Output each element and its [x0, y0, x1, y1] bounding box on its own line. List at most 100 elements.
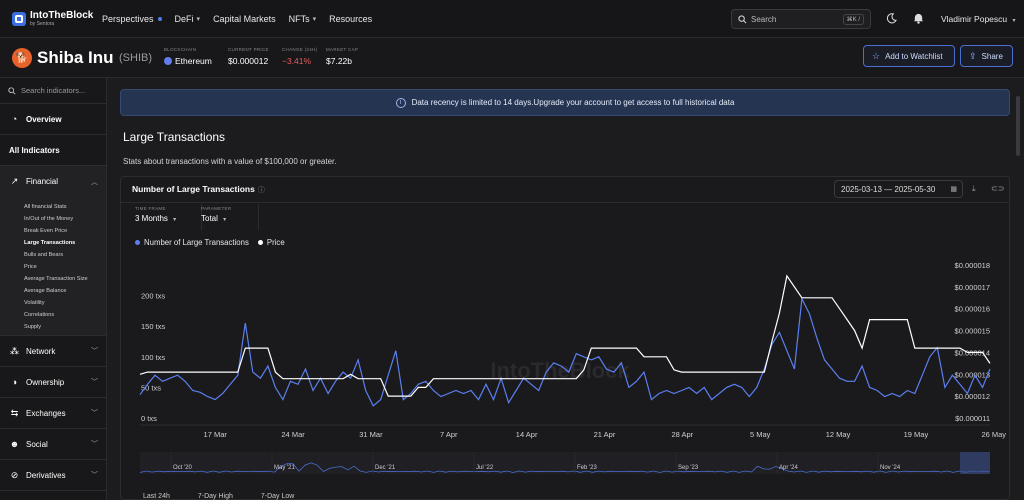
top-nav-bar: IntoTheBlock by Sentora Perspectives DeF…: [0, 0, 1024, 38]
chevron-down-icon: ﹀: [91, 472, 98, 479]
submenu-item[interactable]: Correlations: [24, 312, 55, 318]
nav-label: NFTs: [288, 13, 310, 24]
help-icon[interactable]: ⓘ: [257, 187, 265, 194]
new-indicator-dot: [157, 16, 162, 21]
page-description: Stats about transactions with a value of…: [123, 157, 337, 166]
sidebar-item-ownership[interactable]: ◑ Ownership ﹀: [0, 367, 106, 398]
stat-market-cap: MARKET CAP $7.22b: [326, 47, 358, 66]
stat-value-text: Ethereum: [175, 56, 212, 66]
control-value: Total ▾: [201, 214, 231, 223]
search-input[interactable]: [751, 14, 841, 24]
bell-icon[interactable]: [913, 12, 924, 24]
star-icon: ☆: [872, 50, 881, 61]
date-to: 2025-05-30: [894, 184, 936, 194]
network-icon: ⁂: [10, 345, 19, 356]
logo-text: IntoTheBlock: [30, 9, 94, 21]
global-search[interactable]: ⌘K /: [731, 9, 871, 29]
chevron-down-icon: ▾: [173, 217, 177, 223]
button-label: Add to Watchlist: [885, 51, 943, 61]
chart-title-text: Number of Large Transactions: [132, 184, 255, 194]
page-scrollbar[interactable]: [1016, 96, 1020, 156]
indicator-search[interactable]: [0, 78, 106, 104]
date-separator: —: [884, 184, 893, 194]
sidebar-item-label: Network: [26, 346, 56, 356]
coin-name: Shiba Inu: [37, 48, 114, 67]
submenu-item[interactable]: Average Transaction Size: [24, 276, 88, 282]
indicator-search-input[interactable]: [21, 86, 101, 95]
chevron-up-icon: ︿: [91, 178, 98, 186]
stat-value: −3.41%: [282, 56, 312, 66]
timeframe-select[interactable]: TIME FRAME 3 Months ▾: [135, 206, 176, 223]
sidebar-item-network[interactable]: ⁂ Network ﹀: [0, 336, 106, 367]
logo[interactable]: IntoTheBlock by Sentora: [12, 9, 94, 27]
data-recency-banner: i Data recency is limited to 14 days.Upgr…: [120, 89, 1010, 116]
nav-defi[interactable]: DeFi ▾: [175, 14, 201, 24]
sidebar-item-financial[interactable]: ↗ Financial ︿: [0, 166, 106, 197]
stat-7day-low: 7-Day Low: [260, 493, 295, 500]
shiba-inu-logo-icon: 🐕: [12, 48, 32, 68]
submenu-item-active[interactable]: Large Transactions: [24, 240, 76, 246]
sidebar-item-derivatives[interactable]: ⊘ Derivatives ﹀: [0, 460, 106, 491]
submenu-item[interactable]: Bulls and Bears: [24, 252, 64, 258]
date-from: 2025-03-13: [841, 184, 882, 194]
derivatives-icon: ⊘: [10, 469, 19, 480]
banner-text: Data recency is limited to 14 days.Upgra…: [411, 98, 735, 107]
compass-icon: ◔: [11, 114, 18, 124]
submenu-item[interactable]: Average Balance: [24, 288, 67, 294]
parameter-select[interactable]: PARAMETER Total ▾: [201, 206, 231, 223]
nav-label: Capital Markets: [213, 13, 276, 24]
link-icon[interactable]: ⊂⊃: [991, 184, 1005, 193]
sidebar-item-label: Overview: [26, 114, 62, 124]
legend-label-price[interactable]: Price: [266, 238, 285, 247]
search-shortcut: ⌘K /: [842, 13, 864, 25]
logo-icon: [12, 11, 26, 26]
nav-label: Perspectives: [102, 13, 154, 24]
sidebar-item-label: Exchanges: [26, 408, 66, 418]
users-icon: ☻: [9, 439, 20, 449]
divider: [201, 204, 202, 230]
coin-symbol: (SHIB): [119, 52, 152, 64]
sidebar-item-label: All Indicators: [9, 145, 60, 155]
chevron-down-icon: ▾: [223, 217, 227, 223]
stat-7day-high: 7-Day High: [197, 493, 233, 500]
sidebar-item-exchanges[interactable]: ⇆ Exchanges ﹀: [0, 398, 106, 429]
download-icon[interactable]: ⤓: [972, 184, 976, 193]
nav-resources[interactable]: Resources: [329, 14, 372, 24]
share-button[interactable]: ⇪ Share: [960, 45, 1013, 67]
sidebar-item-social[interactable]: ☻ Social ﹀: [0, 429, 106, 460]
submenu-item[interactable]: Price: [24, 264, 37, 270]
submenu-item[interactable]: Volatility: [24, 300, 45, 306]
sidebar-item-overview[interactable]: ◔ Overview: [0, 104, 106, 135]
control-label: TIME FRAME: [135, 206, 166, 211]
sidebar: ◔ Overview All Indicators ↗ Financial ︿ All…: [0, 78, 107, 500]
date-range-picker[interactable]: 2025-03-13 — 2025-05-30 ▦: [834, 180, 963, 198]
legend-marker-txs: [135, 240, 140, 245]
chevron-down-icon: ﹀: [91, 441, 98, 448]
stat-label: BLOCKCHAIN: [164, 47, 197, 52]
nav-perspectives[interactable]: Perspectives: [102, 14, 162, 24]
legend-label-txs[interactable]: Number of Large Transactions: [144, 238, 249, 247]
add-to-watchlist-button[interactable]: ☆ Add to Watchlist: [863, 45, 955, 67]
submenu-item[interactable]: In/Out of the Money: [24, 216, 74, 222]
chevron-down-icon: ▾: [312, 15, 317, 23]
sidebar-item-all-indicators[interactable]: All Indicators: [0, 135, 106, 166]
user-menu[interactable]: Vladimir Popescu ▾: [941, 14, 1016, 24]
submenu-item[interactable]: All financial Stats: [24, 204, 67, 210]
nav-nfts[interactable]: NFTs ▾: [289, 14, 317, 24]
timeframe-value: 3 Months: [135, 214, 168, 223]
submenu-item[interactable]: Supply: [24, 324, 42, 330]
submenu-item[interactable]: Break Even Price: [24, 228, 68, 234]
trend-chart-icon: ↗: [10, 176, 19, 186]
sidebar-item-label: Financial: [26, 177, 59, 186]
moon-icon[interactable]: [886, 13, 897, 24]
sidebar-item-label: Social: [26, 439, 48, 449]
info-icon: i: [395, 97, 406, 108]
logo-subtext: by Sentora: [30, 20, 55, 27]
search-icon: [738, 14, 747, 23]
nav-capital-markets[interactable]: Capital Markets: [213, 14, 276, 24]
asset-header: 🐕 Shiba Inu (SHIB) BLOCKCHAIN Ethereum C…: [0, 38, 1024, 78]
calendar-icon: ▦: [950, 186, 957, 193]
divider: [258, 204, 259, 230]
chevron-down-icon: ▾: [196, 15, 201, 23]
stat-change-24h: CHANGE (24H) −3.41%: [282, 47, 317, 66]
